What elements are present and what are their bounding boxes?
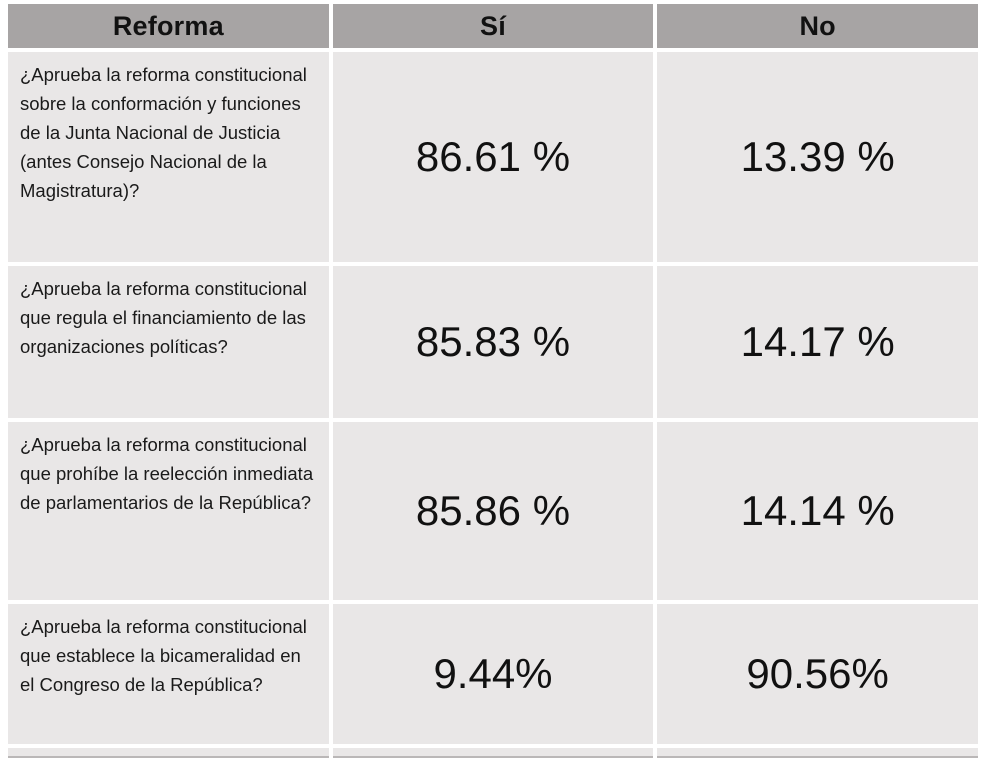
question-cell-row-2: ¿Aprueba la reforma constitucional que r… [8, 266, 329, 418]
no-value-cell-row-3: 14.14 % [657, 422, 978, 600]
footer-spacer-cell-si [332, 748, 654, 758]
question-cell-row-1: ¿Aprueba la reforma constitucional sobre… [8, 52, 329, 262]
footer-spacer-cell-reforma [8, 748, 329, 758]
question-cell-row-4: ¿Aprueba la reforma constitucional que e… [8, 604, 329, 744]
si-value-cell-row-4: 9.44% [332, 604, 654, 744]
footer-spacer-cell-no [657, 748, 978, 758]
question-cell-row-3: ¿Aprueba la reforma constitucional que p… [8, 422, 329, 600]
header-cell-si: Sí [332, 4, 654, 48]
no-value-cell-row-1: 13.39 % [657, 52, 978, 262]
si-value-cell-row-1: 86.61 % [332, 52, 654, 262]
no-value-cell-row-2: 14.17 % [657, 266, 978, 418]
header-cell-reforma: Reforma [8, 4, 329, 48]
no-value-cell-row-4: 90.56% [657, 604, 978, 744]
si-value-cell-row-3: 85.86 % [332, 422, 654, 600]
referendum-results-table: Reforma Sí No ¿Aprueba la reforma consti… [8, 4, 978, 758]
si-value-cell-row-2: 85.83 % [332, 266, 654, 418]
header-cell-no: No [657, 4, 978, 48]
